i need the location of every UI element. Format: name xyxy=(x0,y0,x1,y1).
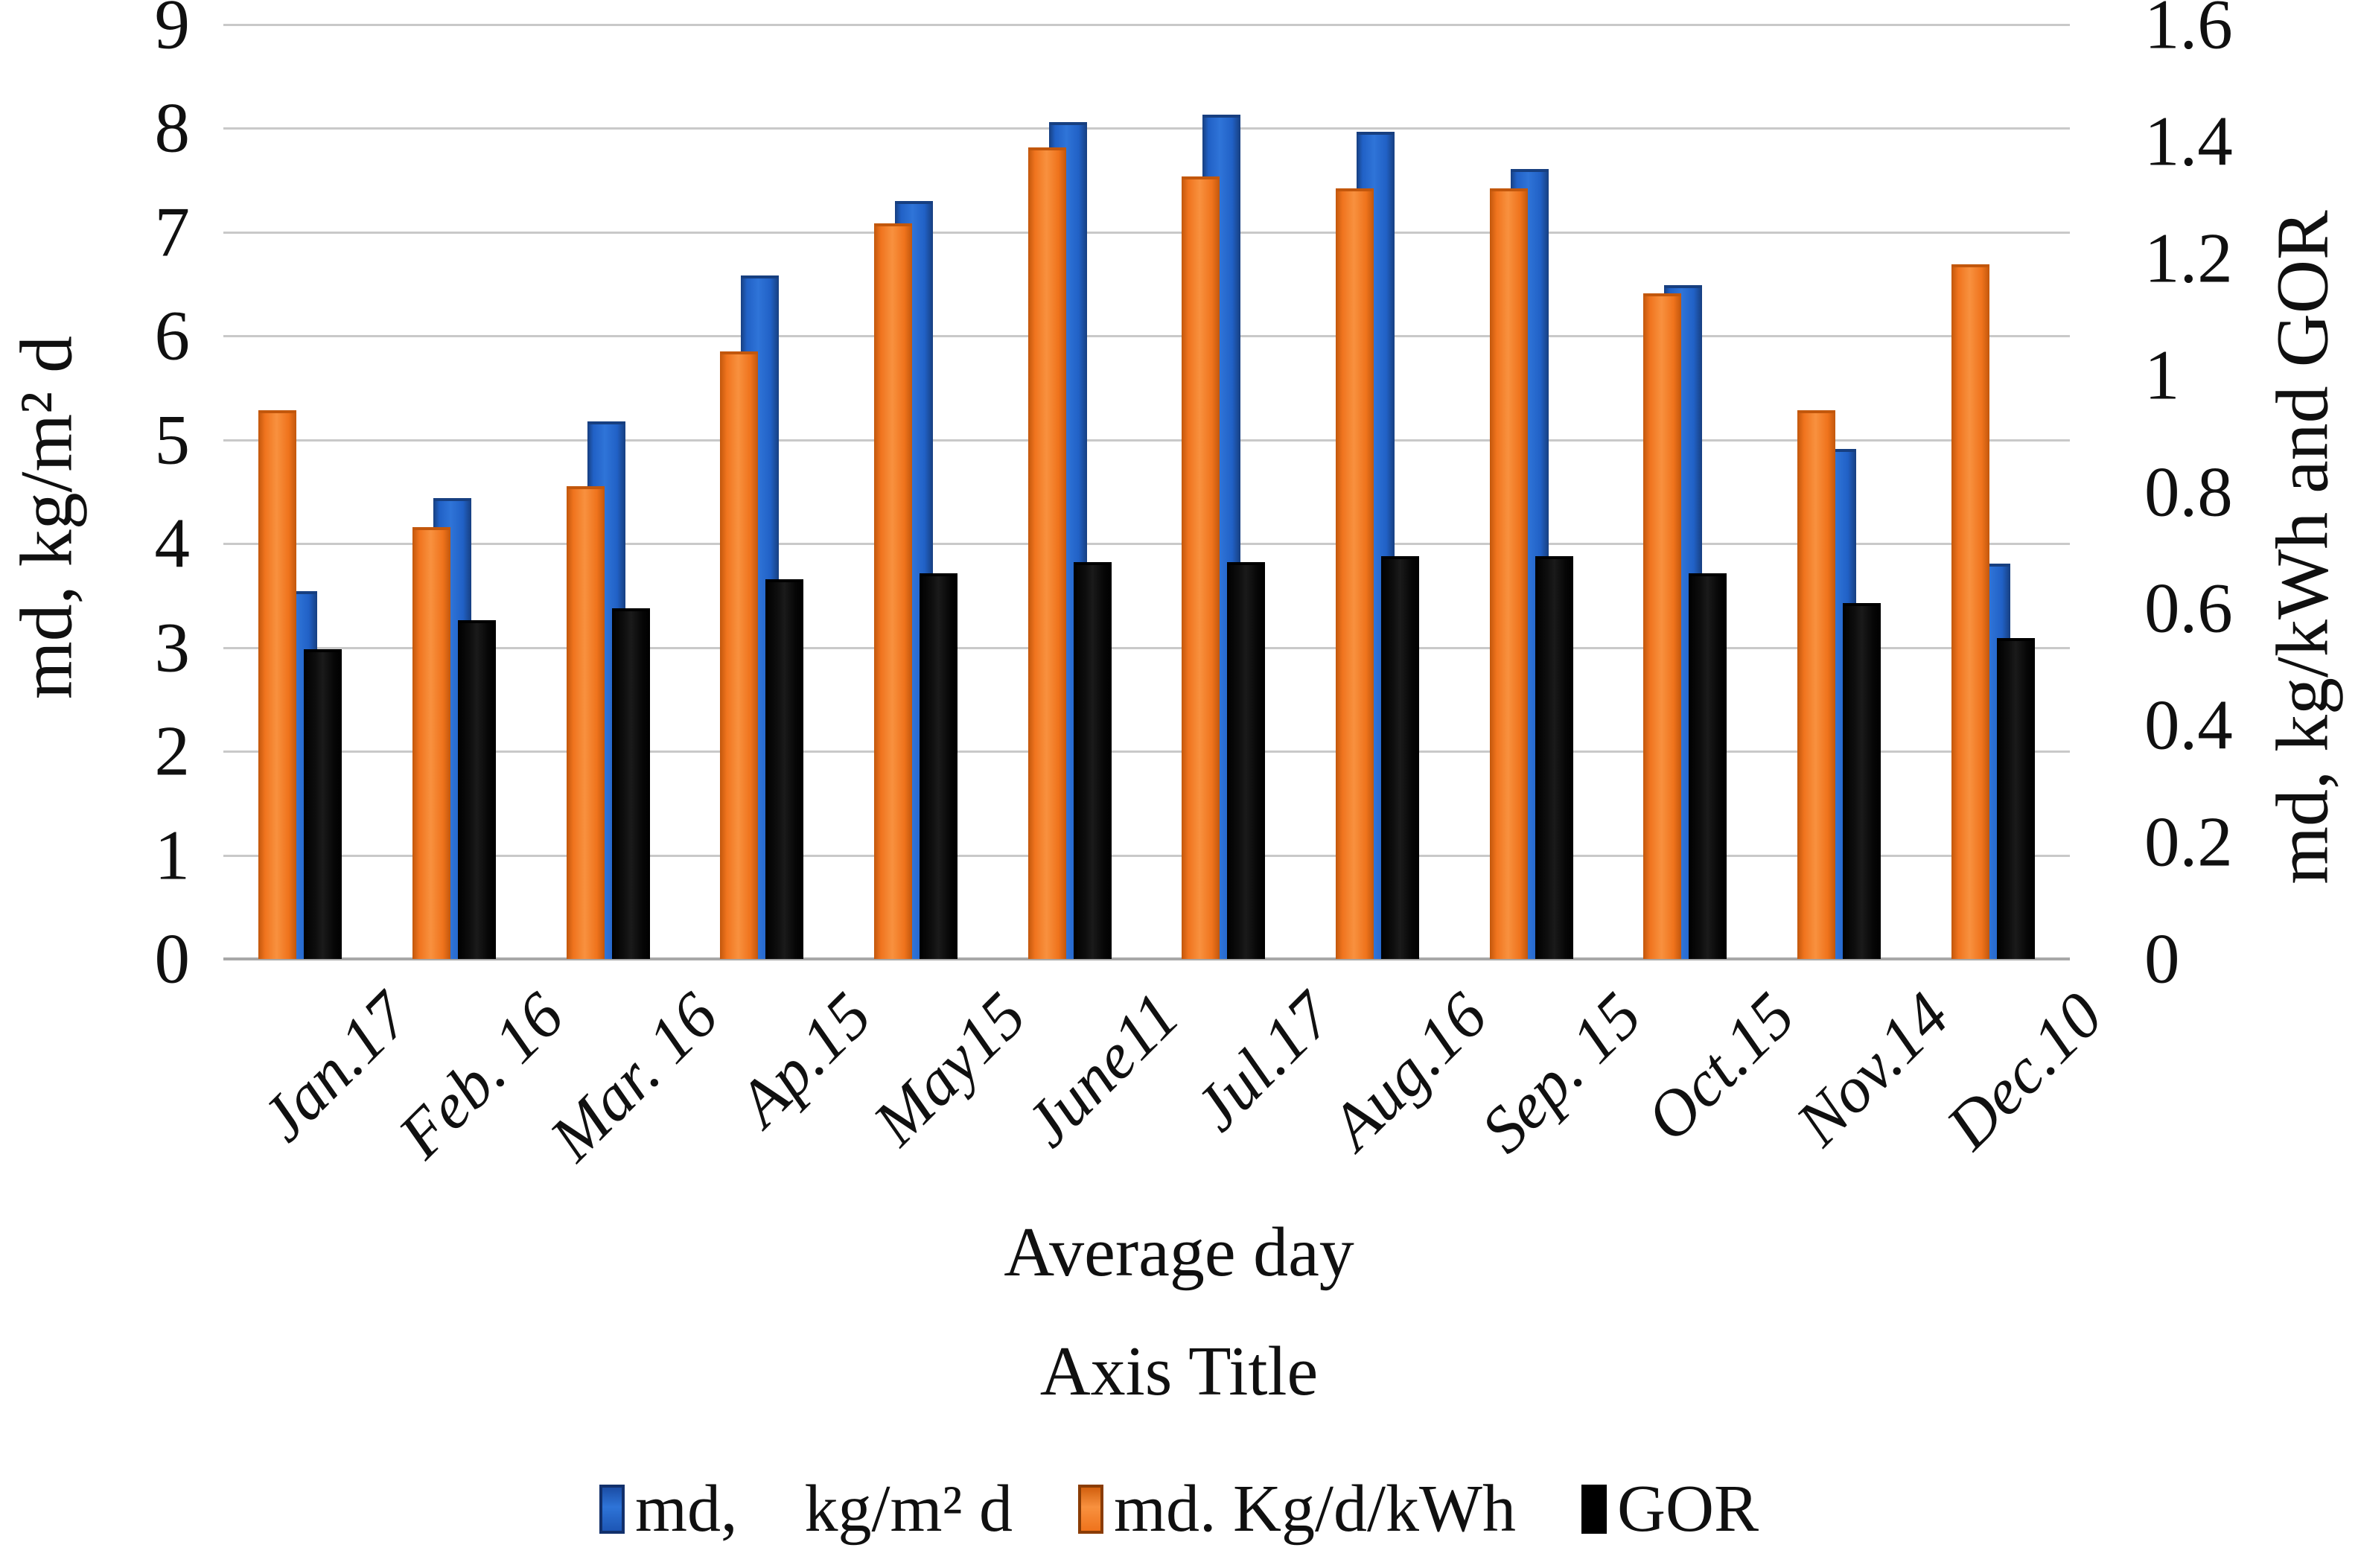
legend-swatch-md-kg-d-kwh-icon xyxy=(1078,1484,1103,1534)
x-tick-label: Sep. 15 xyxy=(1468,979,1656,1167)
x-axis-line xyxy=(223,957,2070,960)
x-tick-label: Feb. 16 xyxy=(385,979,579,1173)
gridline xyxy=(223,24,2070,26)
x-tick-label: Ap.15 xyxy=(724,979,886,1140)
left-tick-label: 1 xyxy=(154,815,191,895)
x-tick-label: June11 xyxy=(1012,979,1194,1161)
legend-label: md. Kg/d/kWh xyxy=(1114,1472,1516,1546)
legend: md, kg/m² d md. Kg/d/kWh GOR xyxy=(0,1470,2358,1547)
gridline xyxy=(223,750,2070,753)
x-tick-label: Nov.14 xyxy=(1782,979,1963,1160)
left-tick-label: 0 xyxy=(154,919,191,998)
x-axis-title-secondary: Axis Title xyxy=(1039,1333,1319,1410)
bar-md-kg-d-kwh xyxy=(874,223,912,959)
bar-gor xyxy=(1381,556,1419,959)
bar-md-kg-d-kwh xyxy=(412,527,450,959)
left-tick-label: 3 xyxy=(154,608,191,687)
gridline xyxy=(223,231,2070,234)
bar-md-kg-d-kwh xyxy=(1797,410,1835,959)
bar-md-kg-d-kwh xyxy=(1643,293,1681,959)
right-tick-label: 1.6 xyxy=(2144,0,2233,64)
x-tick-label: Mar. 16 xyxy=(536,979,733,1175)
left-tick-label: 6 xyxy=(154,296,191,375)
right-tick-label: 1 xyxy=(2144,335,2180,415)
x-tick-label: Jul.17 xyxy=(1181,979,1348,1145)
bar-gor xyxy=(1843,603,1881,959)
left-tick-label: 8 xyxy=(154,88,191,168)
left-axis-title: md, kg/m² d xyxy=(4,335,88,700)
legend-swatch-gor-icon xyxy=(1581,1484,1607,1534)
legend-item: md, kg/m² d xyxy=(599,1470,1013,1547)
gridline xyxy=(223,543,2070,546)
right-tick-label: 0.6 xyxy=(2144,568,2233,648)
bar-gor xyxy=(304,649,342,959)
legend-item: md. Kg/d/kWh xyxy=(1078,1470,1516,1547)
gridline xyxy=(223,646,2070,649)
gridline xyxy=(223,335,2070,338)
bar-md-kg-d-kwh xyxy=(258,410,296,959)
bar-gor xyxy=(458,620,496,959)
right-tick-label: 1.2 xyxy=(2144,218,2233,298)
right-tick-label: 1.4 xyxy=(2144,101,2233,181)
bar-md-kg-d-kwh xyxy=(1490,188,1528,959)
legend-item: GOR xyxy=(1581,1470,1759,1547)
legend-label: GOR xyxy=(1616,1472,1759,1546)
right-axis-title: md, kg/kWh and GOR xyxy=(2260,210,2344,885)
right-tick-label: 0.2 xyxy=(2144,802,2233,882)
bar-gor xyxy=(920,573,957,959)
left-tick-label: 4 xyxy=(154,503,191,583)
bar-gor xyxy=(612,608,650,959)
bar-md-kg-d-kwh xyxy=(1336,188,1374,959)
bar-gor xyxy=(1689,573,1727,959)
bar-md-kg-d-kwh xyxy=(1182,176,1220,959)
left-tick-label: 7 xyxy=(154,192,191,272)
gridline xyxy=(223,854,2070,857)
x-tick-label: Aug.16 xyxy=(1317,979,1502,1164)
x-tick-label: Oct.15 xyxy=(1632,979,1809,1156)
right-tick-label: 0 xyxy=(2144,919,2180,998)
y-axis-right-tick-labels: 0 0.2 0.4 0.6 0.8 1 1.2 1.4 1.6 xyxy=(2144,0,2353,994)
left-tick-label: 5 xyxy=(154,400,191,479)
bar-gor xyxy=(1227,562,1265,959)
legend-label: md, kg/m² d xyxy=(635,1472,1013,1546)
left-tick-label: 2 xyxy=(154,711,191,791)
x-tick-label: May15 xyxy=(859,979,1040,1159)
bar-gor xyxy=(765,579,803,959)
left-tick-label: 9 xyxy=(154,0,191,64)
plot-area: Jan.17 Feb. 16 Mar. 16 Ap.15 May15 June11 Jul.… xyxy=(223,24,2117,1175)
bar-md-kg-d-kwh xyxy=(1028,147,1066,959)
bar-md-kg-d-kwh xyxy=(1951,264,1989,959)
right-tick-label: 0.8 xyxy=(2144,452,2233,531)
bar-gor xyxy=(1997,638,2035,959)
right-tick-label: 0.4 xyxy=(2144,685,2233,765)
bar-md-kg-d-kwh xyxy=(567,486,605,959)
x-axis-title-primary: Average day xyxy=(1004,1214,1354,1291)
bar-md-kg-d-kwh xyxy=(720,351,758,959)
bar-gor xyxy=(1074,562,1112,959)
legend-swatch-md-kg-m2-d-icon xyxy=(599,1484,625,1534)
gridline xyxy=(223,127,2070,130)
gridline xyxy=(223,439,2070,442)
bar-gor xyxy=(1535,556,1573,959)
x-tick-label: Dec.10 xyxy=(1933,979,2118,1163)
